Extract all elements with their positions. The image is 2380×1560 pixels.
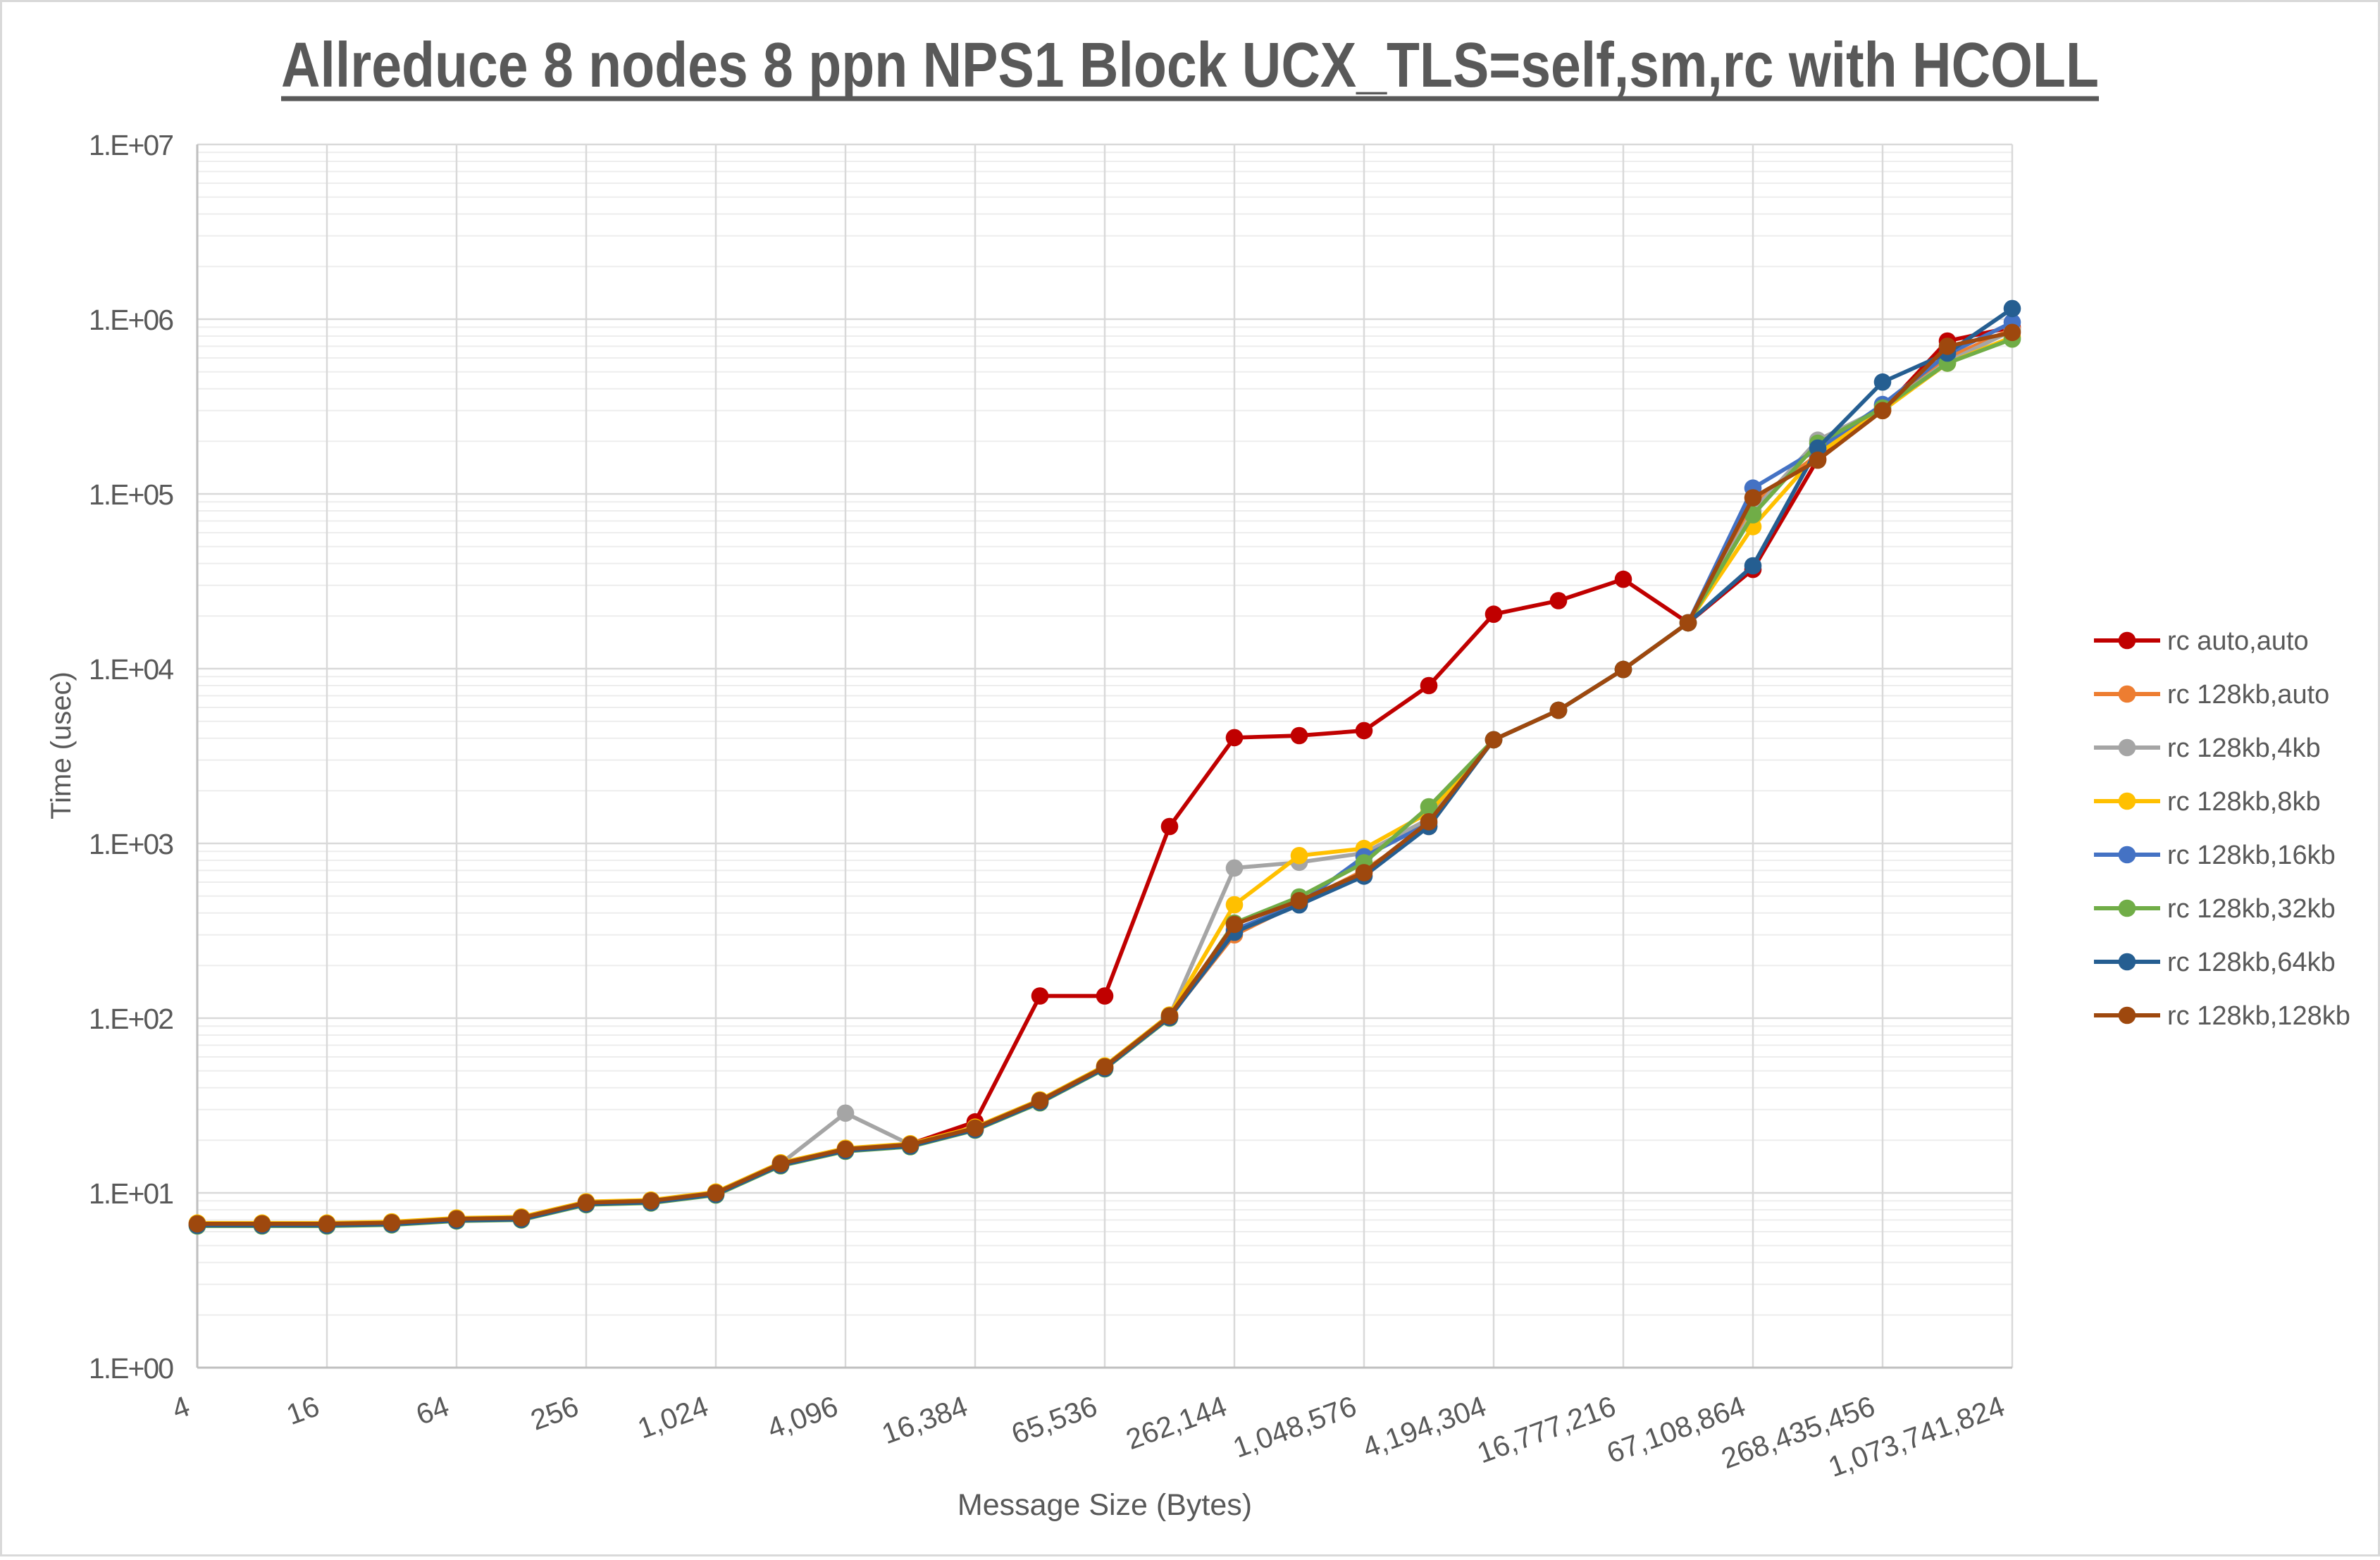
svg-text:1.E+06: 1.E+06	[89, 304, 173, 336]
svg-text:Time (usec): Time (usec)	[46, 671, 77, 819]
svg-text:1.E+02: 1.E+02	[89, 1003, 173, 1035]
svg-text:rc 128kb,16kb: rc 128kb,16kb	[2167, 841, 2336, 870]
svg-text:1.E+01: 1.E+01	[89, 1177, 173, 1210]
svg-text:1.E+04: 1.E+04	[89, 653, 173, 686]
svg-text:rc 128kb,4kb: rc 128kb,4kb	[2167, 733, 2321, 763]
svg-text:1.E+05: 1.E+05	[89, 478, 173, 511]
svg-text:1.E+00: 1.E+00	[89, 1352, 173, 1385]
svg-text:rc 128kb,auto: rc 128kb,auto	[2167, 680, 2329, 710]
svg-text:Message Size (Bytes): Message Size (Bytes)	[957, 1488, 1252, 1522]
svg-text:rc 128kb,8kb: rc 128kb,8kb	[2167, 787, 2321, 817]
svg-text:rc 128kb,32kb: rc 128kb,32kb	[2167, 894, 2336, 924]
svg-text:Allreduce 8 nodes 8 ppn NPS1 B: Allreduce 8 nodes 8 ppn NPS1 Block UCX_T…	[281, 30, 2099, 101]
svg-text:rc 128kb,128kb: rc 128kb,128kb	[2167, 1001, 2350, 1031]
svg-text:rc 128kb,64kb: rc 128kb,64kb	[2167, 948, 2336, 977]
svg-text:rc auto,auto: rc auto,auto	[2167, 626, 2309, 656]
svg-text:1.E+07: 1.E+07	[89, 129, 173, 161]
svg-text:1.E+03: 1.E+03	[89, 828, 173, 860]
